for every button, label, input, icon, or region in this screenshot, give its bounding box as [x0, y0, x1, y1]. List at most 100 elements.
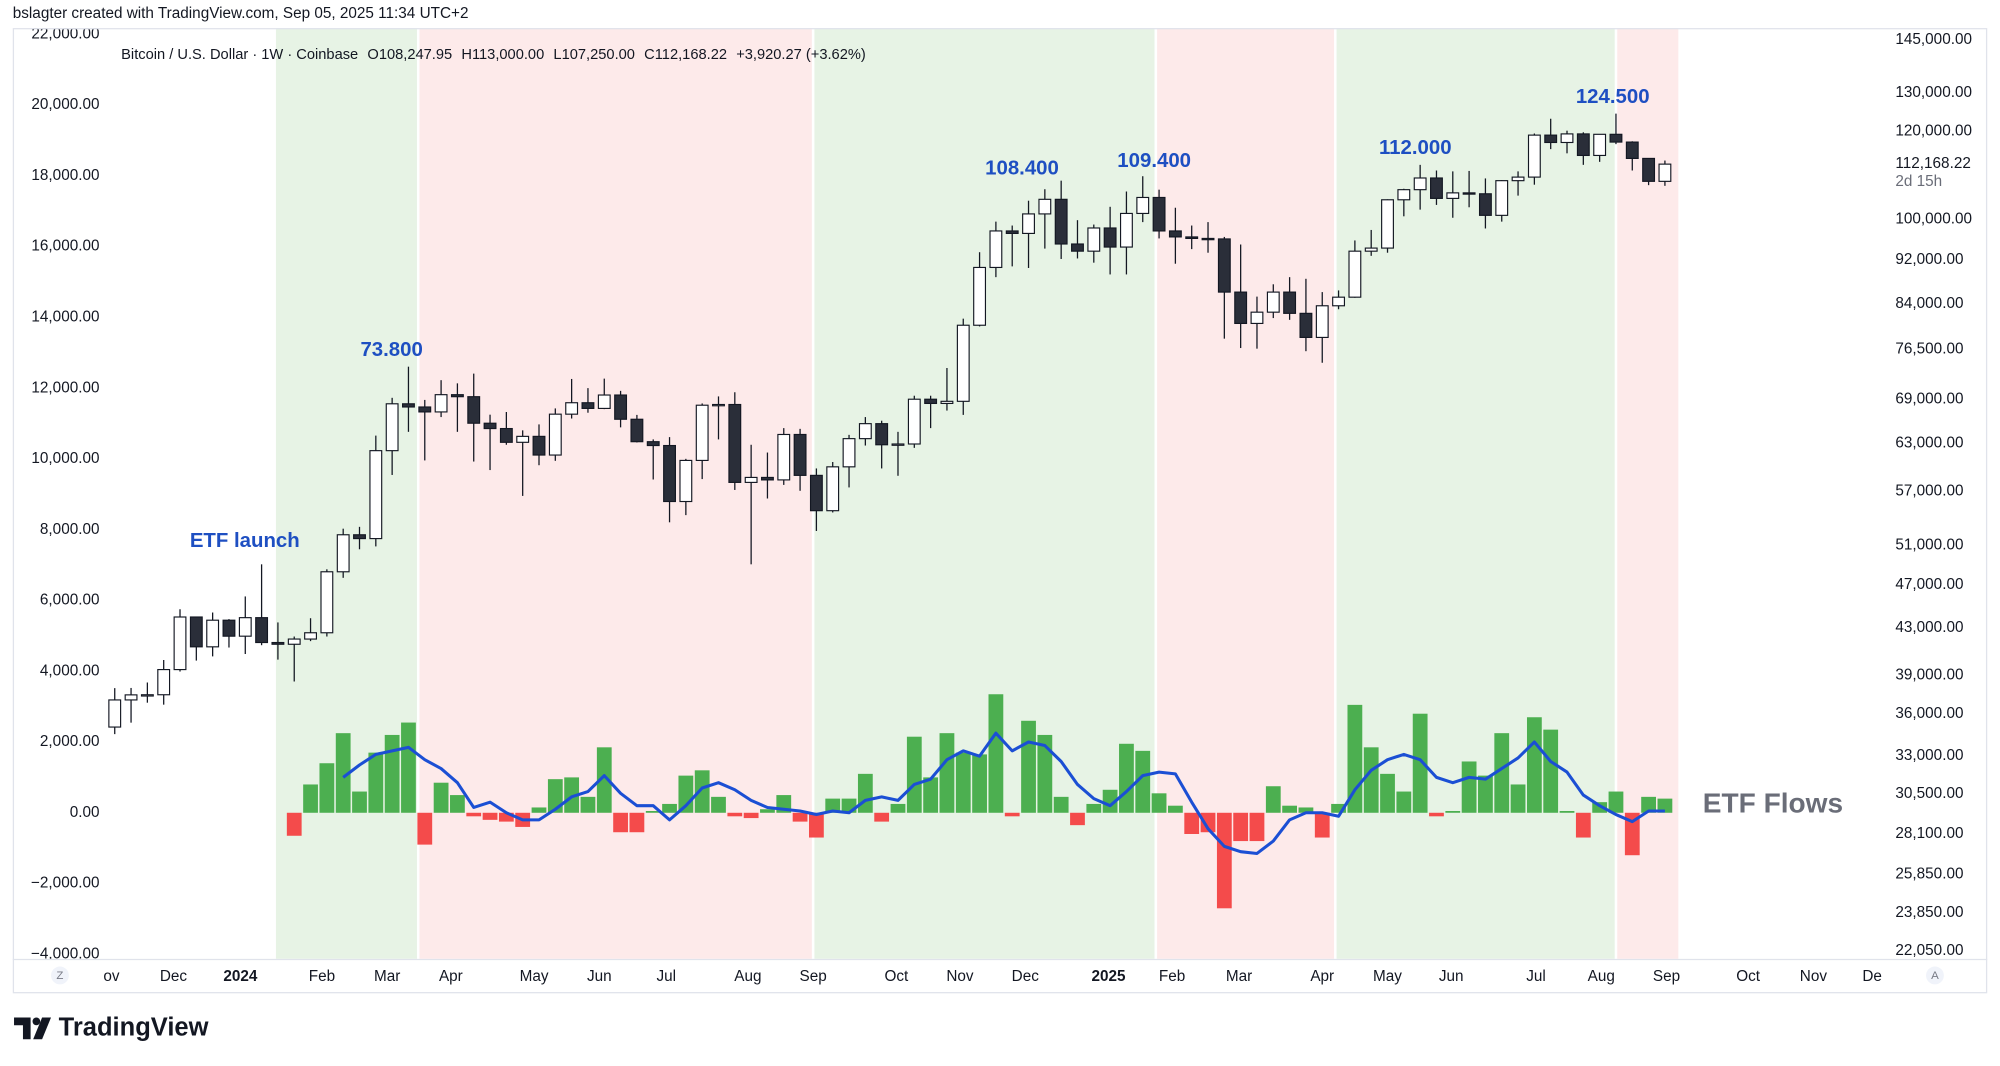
- change: +3,920.27 (+3.62%): [736, 47, 866, 63]
- candle-body: [1087, 227, 1101, 252]
- flow-bar: [694, 770, 710, 813]
- candle-body: [956, 324, 970, 402]
- candle-body: [712, 403, 725, 407]
- series-label: ETF Flows: [1703, 788, 1843, 819]
- x-tick-label: Dec: [1012, 968, 1040, 985]
- annotation: 109.400: [1117, 150, 1191, 172]
- y2-tick-label: 63,000.00: [1895, 434, 1963, 451]
- candle-body: [1283, 291, 1297, 314]
- flow-bar: [547, 779, 563, 813]
- y2-tick-label: 43,000.00: [1895, 619, 1963, 636]
- candle-body: [1348, 250, 1362, 298]
- control-button[interactable]: [1926, 966, 1944, 985]
- x-tick-label: Nov: [1800, 968, 1828, 985]
- x-tick-label: Oct: [884, 968, 909, 985]
- y2-tick-label: 39,000.00: [1895, 666, 1963, 683]
- candle-body: [140, 694, 154, 697]
- flow-bar: [286, 812, 302, 836]
- ohlc-value: 107,250.00: [562, 47, 635, 63]
- y-tick-label: 8,000.00: [40, 521, 100, 538]
- candle-body: [1168, 230, 1182, 238]
- flow-bar: [972, 754, 987, 813]
- candle-body: [1609, 133, 1623, 143]
- y2-tick-label: 145,000.00: [1895, 31, 1972, 48]
- flow-bar: [1478, 775, 1493, 813]
- bar-countdown: 2d 15h: [1895, 173, 1942, 190]
- candle-body: [663, 444, 676, 503]
- flow-bar: [1526, 717, 1542, 813]
- y2-tick-label: 33,000.00: [1895, 747, 1963, 764]
- annotation: ETF launch: [190, 530, 300, 552]
- x-tick-label: May: [520, 968, 549, 985]
- flow-bar: [1298, 807, 1314, 813]
- flow-bar: [1216, 812, 1232, 909]
- x-tick-label: 2024: [223, 968, 258, 985]
- x-tick-label: Jul: [1526, 968, 1546, 985]
- candle-body: [842, 438, 856, 468]
- x-tick-label: ov: [103, 968, 120, 985]
- control-label[interactable]: Z: [56, 970, 63, 982]
- candle-body: [1201, 237, 1215, 241]
- candle-body: [206, 619, 220, 648]
- candle-body: [1119, 212, 1133, 248]
- candle-body: [1185, 236, 1199, 240]
- flow-bar: [825, 798, 841, 813]
- flow-bar: [1396, 791, 1412, 813]
- flow-bar: [1265, 786, 1281, 813]
- flow-bar: [433, 782, 449, 813]
- candle-body: [548, 413, 562, 456]
- control-label[interactable]: A: [1931, 970, 1939, 982]
- candle-body: [1560, 133, 1574, 144]
- flow-bar: [1494, 733, 1510, 813]
- plot-area: −4,000.00 −2,000.00 0.00 2,000.00 4,000.00 6,…: [31, 28, 1843, 959]
- candle-body: [1413, 177, 1427, 191]
- ohlc-value: 113,000.00: [472, 47, 544, 63]
- y2-tick-label: 30,500.00: [1895, 785, 1963, 802]
- flow-bar: [906, 736, 922, 813]
- logo-mark: [33, 1017, 52, 1040]
- flow-bar: [482, 812, 498, 820]
- annotation: 112.000: [1379, 137, 1452, 159]
- flow-bar: [1445, 811, 1461, 813]
- flow-bar: [1363, 747, 1379, 813]
- candle-body: [891, 443, 905, 446]
- y-tick-label: 2,000.00: [40, 733, 100, 750]
- candle-body: [989, 230, 1003, 269]
- y2-tick-label: 120,000.00: [1895, 123, 1972, 140]
- flow-bar: [1282, 805, 1298, 813]
- flow-bar: [564, 777, 580, 813]
- flow-bar: [417, 812, 433, 845]
- candle-body: [1544, 134, 1558, 144]
- flow-bar: [645, 811, 661, 813]
- header: Bitcoin / U.S. Dollar · 1W · Coinbase O1…: [121, 47, 866, 63]
- control-button[interactable]: [51, 966, 69, 985]
- flow-bar: [1331, 803, 1346, 813]
- flow-bar: [1135, 750, 1151, 813]
- flow-bar: [1200, 812, 1216, 833]
- flow-bar: [580, 796, 596, 813]
- x-tick-label: 2025: [1091, 968, 1126, 985]
- candle-body: [108, 699, 122, 728]
- candle-body: [1462, 192, 1476, 195]
- candle-body: [1217, 238, 1231, 293]
- y2-tick-label: 36,000.00: [1895, 705, 1963, 722]
- flow-bar: [939, 733, 955, 813]
- y2-tick-label: 23,850.00: [1895, 904, 1963, 921]
- candle-body: [271, 641, 285, 645]
- flow-bar: [1037, 734, 1053, 813]
- candle-body: [1005, 230, 1019, 235]
- candle-body: [173, 616, 187, 671]
- flow-bar: [384, 734, 400, 813]
- candle-body: [124, 694, 138, 701]
- y2-tick-label: 130,000.00: [1895, 84, 1972, 101]
- flow-bar: [1510, 784, 1526, 813]
- candle-body: [630, 418, 644, 443]
- flow-bar: [1053, 796, 1069, 813]
- flow-bar: [303, 784, 318, 813]
- flow-bar: [613, 812, 628, 833]
- flow-bar: [988, 694, 1004, 813]
- last-price-label: 112,168.22: [1895, 155, 1970, 172]
- candle-body: [858, 423, 872, 440]
